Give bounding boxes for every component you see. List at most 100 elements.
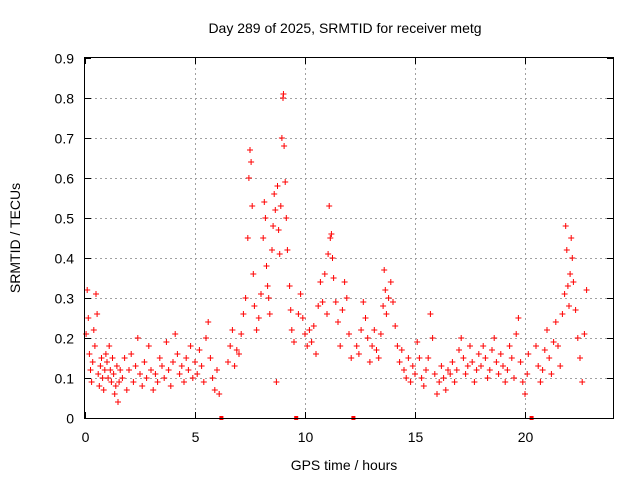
data-point xyxy=(134,335,141,341)
data-point xyxy=(269,247,275,253)
data-point xyxy=(489,347,495,353)
data-point xyxy=(405,355,412,361)
data-point xyxy=(504,367,511,373)
data-point xyxy=(225,359,231,365)
data-point xyxy=(464,363,471,369)
data-point xyxy=(420,383,427,389)
data-point xyxy=(541,347,548,353)
plot-frame xyxy=(84,57,614,419)
data-point xyxy=(366,359,373,365)
data-point xyxy=(482,355,489,361)
data-point xyxy=(207,355,214,361)
data-point xyxy=(567,271,574,277)
data-point xyxy=(139,383,146,389)
data-point xyxy=(266,311,273,317)
data-point xyxy=(181,379,187,385)
data-point xyxy=(200,379,207,385)
data-point xyxy=(321,271,328,277)
data-point xyxy=(552,319,559,325)
data-point xyxy=(152,371,159,377)
data-point xyxy=(104,359,110,365)
y-tick-label: 0.9 xyxy=(55,51,75,67)
data-point xyxy=(495,371,502,377)
data-point xyxy=(533,343,539,349)
data-point xyxy=(581,331,588,337)
data-point xyxy=(511,375,517,381)
data-point xyxy=(360,299,367,305)
data-point xyxy=(401,367,407,373)
data-point xyxy=(438,363,445,369)
data-point xyxy=(286,283,293,289)
data-point xyxy=(310,323,317,329)
x-tick-label: 5 xyxy=(192,429,200,445)
data-point xyxy=(84,287,91,293)
data-point xyxy=(183,355,190,361)
data-point xyxy=(198,363,205,369)
data-point xyxy=(409,363,416,369)
data-point xyxy=(325,251,332,257)
data-point xyxy=(280,91,287,97)
data-point xyxy=(272,207,279,213)
data-point xyxy=(281,143,288,149)
data-point xyxy=(276,251,283,257)
data-point xyxy=(330,275,337,281)
data-point xyxy=(369,343,376,349)
data-point xyxy=(462,371,469,377)
data-point xyxy=(508,355,515,361)
data-point xyxy=(260,235,267,241)
data-point xyxy=(277,203,284,209)
data-point xyxy=(132,363,139,369)
data-point xyxy=(371,327,378,333)
data-point xyxy=(436,379,443,385)
data-point xyxy=(546,355,553,361)
y-axis-label: SRMTID / TECUs xyxy=(7,183,23,293)
data-point xyxy=(555,343,561,349)
data-point xyxy=(85,315,92,321)
data-point xyxy=(390,299,396,305)
x-tick-label: 20 xyxy=(518,429,534,445)
data-point xyxy=(192,359,198,365)
data-point xyxy=(110,371,117,377)
chart-title: Day 289 of 2025, SRMTID for receiver met… xyxy=(208,20,481,36)
data-point xyxy=(517,359,524,365)
data-point xyxy=(358,327,365,333)
data-point xyxy=(506,343,513,349)
data-point xyxy=(119,375,126,381)
data-point xyxy=(460,355,467,361)
y-tick-label: 0 xyxy=(66,411,74,427)
data-point xyxy=(86,351,93,357)
data-point xyxy=(194,371,201,377)
data-point xyxy=(337,343,344,349)
data-point xyxy=(385,295,392,301)
data-point xyxy=(143,375,150,381)
data-point xyxy=(96,383,103,389)
y-tick-label: 0.8 xyxy=(55,91,75,107)
data-point xyxy=(398,347,405,353)
data-point xyxy=(574,335,581,341)
data-point xyxy=(458,335,465,341)
data-point xyxy=(383,311,390,317)
data-point xyxy=(116,379,123,385)
data-point xyxy=(117,367,124,373)
data-point xyxy=(283,215,290,221)
data-point xyxy=(115,399,121,405)
data-point xyxy=(145,343,152,349)
data-point xyxy=(329,255,336,261)
data-point xyxy=(211,387,218,393)
data-point xyxy=(491,335,498,341)
data-point xyxy=(568,235,575,241)
data-point xyxy=(339,307,346,313)
data-point xyxy=(447,371,454,377)
data-point xyxy=(364,335,371,341)
data-point xyxy=(245,175,252,181)
data-point xyxy=(429,335,436,341)
data-point xyxy=(156,355,163,361)
data-point xyxy=(255,315,262,321)
data-point xyxy=(373,347,380,353)
axes: 0 0.1 0.2 0.3 0.4 0.5 0.6 0.7 0.8 0.9 0 5 10 15 20 xyxy=(55,51,613,445)
data-point xyxy=(288,327,295,333)
data-point xyxy=(471,379,478,385)
data-point xyxy=(98,355,105,361)
data-point xyxy=(442,387,449,393)
data-point xyxy=(403,375,410,381)
